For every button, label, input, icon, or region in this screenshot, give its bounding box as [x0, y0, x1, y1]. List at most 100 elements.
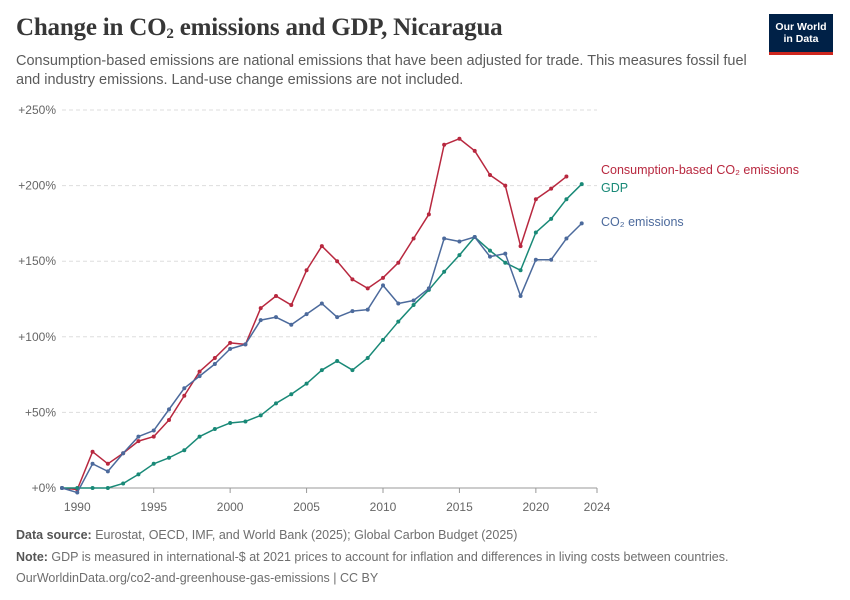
legend-label: CO₂ emissions [601, 215, 684, 229]
y-tick-label: +250% [18, 103, 56, 117]
data-point [579, 182, 584, 187]
data-point [319, 244, 324, 249]
data-point [365, 286, 370, 291]
data-source-note: Data source: Eurostat, OECD, IMF, and Wo… [16, 528, 518, 542]
data-point [274, 401, 278, 406]
data-point [564, 174, 569, 179]
data-point [426, 286, 431, 291]
data-point [488, 173, 492, 178]
data-point [533, 230, 538, 235]
chart-title: Change in CO2 emissions and GDP, Nicarag… [16, 14, 503, 42]
data-point [350, 368, 355, 373]
data-point [472, 148, 477, 153]
data-point [121, 451, 126, 456]
data-point [304, 312, 309, 317]
logo-line-2: in Data [783, 33, 819, 45]
data-point [319, 368, 324, 373]
x-tick-label: 2010 [370, 500, 397, 514]
data-point [564, 236, 569, 241]
data-point [533, 257, 538, 262]
data-point [365, 307, 370, 312]
data-point [90, 461, 95, 466]
data-point [274, 315, 278, 320]
y-tick-label: +0% [32, 481, 57, 495]
data-point [426, 212, 431, 217]
data-point [350, 277, 355, 282]
data-point [503, 260, 508, 265]
data-point [182, 448, 187, 453]
data-point [381, 337, 385, 342]
data-point [90, 449, 95, 454]
data-point [151, 428, 156, 433]
data-point [472, 235, 477, 240]
footnote: Note: GDP is measured in international-$… [16, 550, 729, 564]
data-point [197, 369, 202, 374]
data-point [60, 486, 64, 490]
data-point [488, 254, 492, 259]
x-tick-label: 1995 [140, 500, 167, 514]
data-point [411, 236, 416, 241]
data-point [457, 239, 462, 244]
data-point [289, 303, 294, 308]
y-tick-label: +100% [18, 330, 56, 344]
legend-label: GDP [601, 181, 628, 195]
data-point [518, 268, 523, 273]
data-point [549, 257, 554, 262]
data-point [335, 358, 340, 363]
x-tick-label: 2024 [584, 500, 611, 514]
data-point [197, 434, 202, 439]
data-point [457, 253, 462, 258]
data-point [396, 319, 401, 324]
data-point [457, 136, 462, 141]
data-point [503, 183, 508, 188]
data-point [319, 301, 324, 306]
data-point [488, 248, 492, 253]
source-url-link[interactable]: OurWorldinData.org/co2-and-greenhouse-ga… [16, 571, 379, 585]
data-point [75, 486, 80, 490]
data-point [182, 386, 187, 391]
data-point [167, 417, 171, 422]
data-point [304, 268, 309, 273]
data-point [151, 461, 156, 466]
data-point [105, 469, 110, 474]
x-tick-label: 1990 [64, 500, 91, 514]
data-point [365, 355, 370, 360]
y-tick-label: +150% [18, 254, 56, 268]
data-point [90, 486, 95, 490]
logo-line-1: Our World [775, 21, 827, 33]
data-point [335, 315, 340, 320]
data-point [564, 197, 569, 202]
data-point [243, 342, 248, 347]
x-tick-label: 2000 [217, 500, 244, 514]
data-point [442, 236, 447, 241]
data-point [549, 186, 554, 191]
data-point [258, 306, 263, 311]
data-point [228, 420, 233, 425]
data-point [105, 486, 110, 490]
data-point [258, 413, 263, 418]
data-point [289, 392, 294, 397]
data-point [518, 244, 523, 249]
data-point [442, 269, 447, 274]
data-point [396, 301, 401, 306]
data-point [396, 260, 401, 265]
data-point [167, 455, 171, 460]
legend-label: Consumption-based CO₂ emissions [601, 163, 799, 177]
data-point [289, 322, 294, 327]
data-point [151, 434, 156, 439]
series-line [61, 137, 567, 491]
data-point [105, 461, 110, 466]
data-point [411, 303, 416, 308]
data-point [228, 340, 233, 345]
data-point [136, 439, 141, 444]
data-point [243, 419, 248, 424]
data-point [274, 293, 278, 298]
owid-logo[interactable]: Our World in Data [769, 14, 833, 55]
data-point [182, 393, 187, 398]
x-tick-label: 2015 [446, 500, 473, 514]
x-tick-label: 2020 [523, 500, 550, 514]
data-point [212, 362, 217, 367]
x-tick-label: 2005 [293, 500, 320, 514]
data-point [549, 216, 554, 221]
